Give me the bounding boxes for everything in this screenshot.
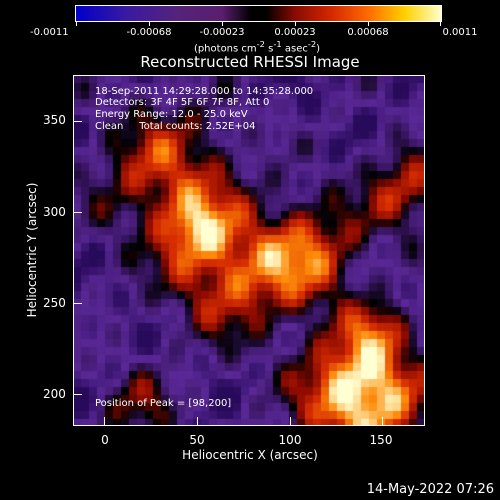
image-title: Reconstructed RHESSI Image bbox=[140, 53, 360, 71]
colorbar-label: -0.00023 bbox=[199, 27, 245, 38]
colorbar-units: (photons cm-2 s-1 asec-2) bbox=[193, 39, 321, 55]
y-tick-label: 200 bbox=[43, 387, 66, 401]
clean-counts-text: Clean Total counts: 2.52E+04 bbox=[95, 121, 256, 132]
energy-range-text: Energy Range: 12.0 - 25.0 keV bbox=[95, 109, 248, 120]
y-tick-mark bbox=[74, 121, 82, 122]
colorbar-label: -0.00068 bbox=[126, 27, 172, 38]
plot-date: 14-May-2022 07:26 bbox=[366, 482, 494, 497]
colorbar-label: 0.00023 bbox=[274, 27, 316, 38]
x-tick-mark bbox=[290, 417, 291, 425]
colorbar-tick bbox=[295, 21, 296, 26]
x-tick-mark bbox=[382, 417, 383, 425]
colorbar-label: -0.0011 bbox=[30, 27, 69, 38]
rhessi-image[interactable] bbox=[73, 75, 425, 426]
colorbar-tick bbox=[149, 21, 150, 26]
colorbar-tick bbox=[368, 21, 369, 26]
y-tick-label: 250 bbox=[43, 296, 66, 310]
y-tick-mark bbox=[74, 394, 82, 395]
x-tick-label: 150 bbox=[369, 433, 393, 447]
x-tick-label: 0 bbox=[101, 433, 109, 447]
y-tick-mark bbox=[74, 303, 82, 304]
colorbar-label: 0.00068 bbox=[347, 27, 389, 38]
colorbar-tick bbox=[76, 21, 77, 26]
x-tick-label: 100 bbox=[278, 433, 302, 447]
colorbar-label: 0.0011 bbox=[442, 27, 478, 38]
x-tick-mark bbox=[104, 417, 105, 425]
y-tick-label: 350 bbox=[43, 113, 66, 127]
detectors-text: Detectors: 3F 4F 5F 6F 7F 8F, Att 0 bbox=[95, 97, 270, 108]
x-tick-mark bbox=[197, 417, 198, 425]
colorbar-tick bbox=[440, 21, 441, 26]
y-tick-label: 300 bbox=[43, 205, 66, 219]
peak-position-text: Position of Peak = [98,200] bbox=[95, 398, 232, 409]
x-axis-label: Heliocentric X (arcsec) bbox=[182, 448, 318, 462]
y-tick-mark bbox=[74, 212, 82, 213]
y-axis-label: Heliocentric Y (arcsec) bbox=[25, 182, 39, 318]
colorbar bbox=[75, 5, 442, 22]
colorbar-tick bbox=[222, 21, 223, 26]
image-canvas bbox=[73, 75, 425, 426]
x-tick-label: 50 bbox=[189, 433, 205, 447]
time-range-text: 18-Sep-2011 14:29:28.000 to 14:35:28.000 bbox=[95, 86, 314, 97]
